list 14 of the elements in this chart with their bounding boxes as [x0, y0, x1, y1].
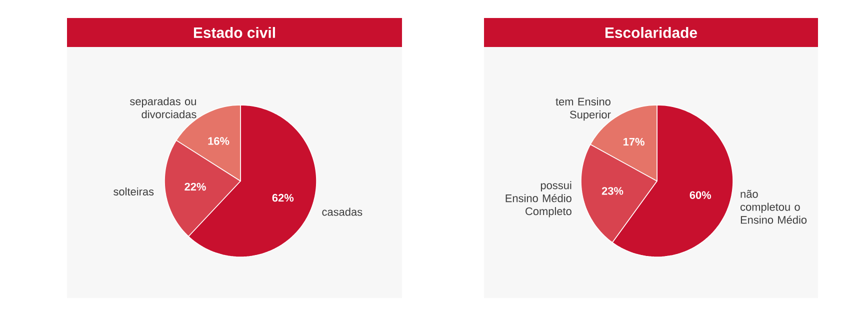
chart-title: Estado civil: [194, 27, 275, 38]
slice-label: casadas: [322, 208, 362, 216]
slice-label: não completou o Ensino Médio: [740, 190, 807, 224]
data-label: 62%: [272, 194, 294, 202]
data-label: 16%: [208, 137, 230, 145]
data-label: 22%: [184, 182, 206, 191]
data-label: 17%: [624, 138, 644, 146]
data-label: 60%: [690, 191, 712, 199]
slice-label: possui Ensino Médio Completo: [506, 181, 572, 218]
data-label: 23%: [602, 187, 624, 195]
slice-label: separadas ou divorciadas: [130, 97, 196, 118]
chart-title: Escolaridade: [606, 27, 698, 38]
slice-label: tem Ensino Superior: [556, 97, 611, 121]
slice-label: solteiras: [114, 187, 154, 196]
